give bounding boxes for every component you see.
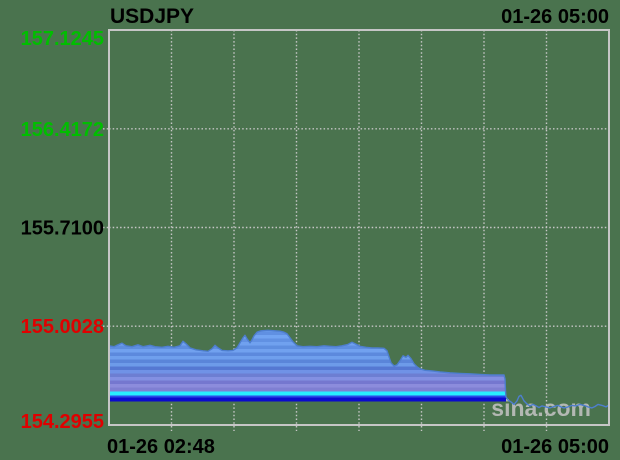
area-stripe — [109, 373, 506, 377]
area-stripe — [109, 370, 506, 374]
area-stripe — [109, 363, 506, 367]
area-stripe — [109, 397, 506, 402]
sina-watermark: sina.com — [491, 395, 591, 421]
x-axis-label-right: 01-26 05:00 — [501, 436, 609, 458]
y-axis-label: 156.4172 — [21, 119, 104, 141]
y-axis-label: 154.2955 — [21, 411, 104, 433]
chart-title: USDJPY — [110, 5, 194, 28]
area-stripe — [109, 345, 506, 349]
area-stripe — [109, 359, 506, 363]
price-line — [108, 329, 610, 409]
x-axis-label-left: 01-26 02:48 — [107, 436, 215, 458]
gridlines — [103, 30, 609, 431]
area-stripe — [109, 395, 506, 398]
latest-time-label: 01-26 05:00 — [501, 6, 609, 28]
area-stripe — [109, 380, 506, 384]
y-axis-label: 157.1245 — [21, 28, 104, 50]
area-stripe — [109, 387, 506, 392]
plot-border — [108, 29, 610, 426]
y-axis-label: 155.7100 — [21, 218, 104, 240]
area-stripe — [109, 384, 506, 388]
area-stripe — [109, 391, 506, 396]
area-stripe — [109, 366, 506, 370]
y-axis-label: 155.0028 — [21, 316, 104, 338]
area-stripe — [109, 377, 506, 381]
area-stripe — [109, 349, 506, 353]
area-stripe — [109, 352, 506, 356]
area-stripe — [109, 356, 506, 360]
